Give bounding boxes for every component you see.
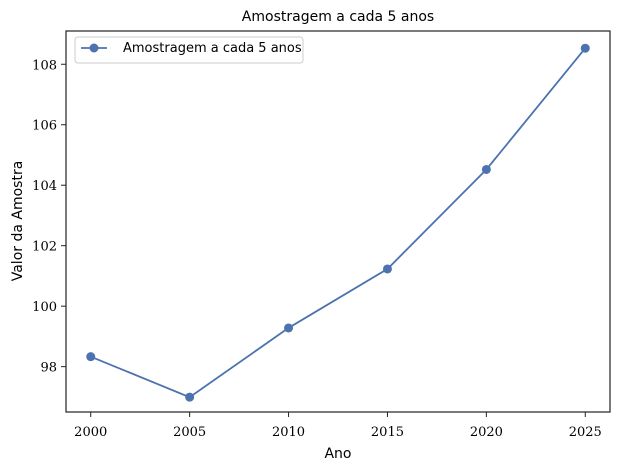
data-point: [382, 264, 392, 274]
x-axis: 2000 2005 2010 2015 2020 2025: [74, 412, 602, 440]
y-tick-label: 98: [40, 361, 57, 376]
data-point: [284, 323, 294, 333]
data-point: [481, 164, 491, 174]
y-tick-label: 108: [32, 58, 57, 73]
x-tick-label: 2000: [74, 425, 107, 440]
data-point: [86, 352, 96, 362]
x-tick-label: 2020: [470, 425, 503, 440]
legend-box: [74, 36, 304, 64]
y-tick-label: 106: [32, 119, 57, 134]
x-tick-label: 2015: [371, 425, 404, 440]
series-layer: [86, 43, 590, 402]
legend-label: Amostragem a cada 5 anos: [123, 41, 302, 56]
x-tick-label: 2025: [569, 425, 602, 440]
chart-title: Amostragem a cada 5 anos: [242, 9, 434, 25]
legend: Amostragem a cada 5 anos: [74, 36, 304, 64]
y-axis-label: Valor da Amostra: [10, 161, 26, 282]
x-tick-label: 2010: [272, 425, 305, 440]
data-point: [580, 43, 590, 53]
data-point: [185, 392, 195, 402]
y-axis: 98 100 102 104 106 108: [32, 58, 66, 376]
y-tick-label: 104: [32, 179, 57, 194]
y-tick-label: 100: [32, 300, 57, 315]
y-tick-label: 102: [32, 240, 57, 255]
plot-area: [65, 30, 611, 413]
series-line: [90, 47, 586, 399]
x-axis-label: Ano: [324, 446, 351, 462]
x-tick-label: 2005: [173, 425, 206, 440]
legend-marker: [89, 43, 99, 53]
